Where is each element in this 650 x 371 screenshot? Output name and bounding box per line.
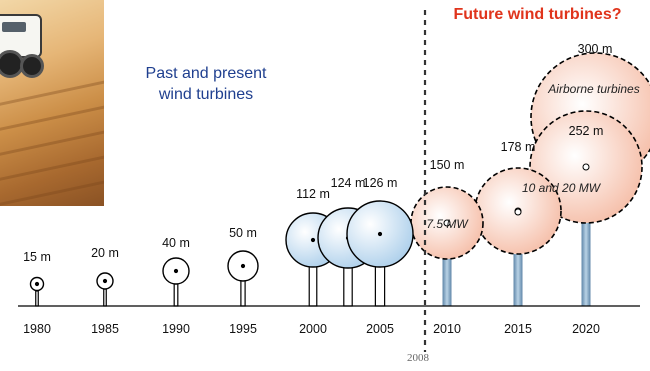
rotor-hub	[310, 237, 316, 243]
turbine-tower	[173, 283, 179, 307]
rotor-hub	[582, 163, 590, 171]
turbine-size-label: 20 m	[91, 246, 119, 260]
rotor-hub	[514, 208, 522, 216]
rotor-hub	[240, 263, 246, 269]
turbine-tower	[442, 258, 452, 306]
rotor-hub	[34, 281, 40, 287]
turbine-6	[346, 200, 414, 307]
turbine-size-label: 124 m	[330, 176, 366, 190]
past-heading-line-1: Past and present	[145, 65, 267, 82]
year-label-1995: 1995	[229, 322, 257, 336]
turbine-tower	[581, 222, 591, 306]
turbine-size-label: 112 m	[296, 187, 330, 201]
turbine-size-label: 300 m	[577, 42, 613, 56]
turbine-2	[162, 257, 190, 307]
turbine-tower	[103, 288, 107, 307]
turbine-capacity-label: 7.5 MW	[426, 217, 468, 231]
turbine-size-label: 50 m	[229, 226, 257, 240]
turbine-9	[529, 110, 643, 306]
year-label-1990: 1990	[162, 322, 190, 336]
turbine-3	[227, 250, 259, 307]
turbine-tower	[240, 279, 246, 307]
turbine-size-label: 40 m	[162, 236, 190, 250]
turbine-0	[29, 276, 45, 307]
capacity-note: 10 and 20 MW	[521, 181, 601, 195]
turbine-size-label: 150 m	[429, 158, 465, 172]
turbine-size-label: 15 m	[23, 250, 51, 264]
year-label-1985: 1985	[91, 322, 119, 336]
year-label-2020: 2020	[572, 322, 600, 336]
turbine-tower	[513, 254, 523, 306]
rotor-hub	[173, 268, 179, 274]
divider-2008-label: 2008	[407, 352, 429, 364]
desert-vehicle-photo	[0, 0, 104, 206]
rotor-hub	[443, 219, 451, 227]
turbine-7	[410, 186, 484, 306]
turbine-capacity-label: Airborne turbines	[548, 82, 640, 96]
rotor-hub	[377, 231, 383, 237]
year-label-2010: 2010	[433, 322, 461, 336]
past-present-heading: Past and present wind turbines	[120, 63, 292, 105]
turbine-size-label: 126 m	[362, 176, 398, 190]
turbine-tower	[374, 265, 386, 307]
turbine-tower	[308, 265, 318, 307]
turbine-size-label: 252 m	[568, 124, 604, 138]
year-label-2015: 2015	[504, 322, 532, 336]
rotor-hub	[102, 278, 108, 284]
year-label-2005: 2005	[366, 322, 394, 336]
future-heading: Future wind turbines?	[453, 6, 622, 23]
year-label-2000: 2000	[299, 322, 327, 336]
turbine-tower	[35, 290, 39, 307]
year-label-1980: 1980	[23, 322, 51, 336]
turbine-tower	[343, 265, 353, 307]
turbine-1	[96, 272, 114, 307]
turbine-size-label: 178 m	[500, 140, 536, 154]
past-heading-line-2: wind turbines	[158, 86, 254, 103]
